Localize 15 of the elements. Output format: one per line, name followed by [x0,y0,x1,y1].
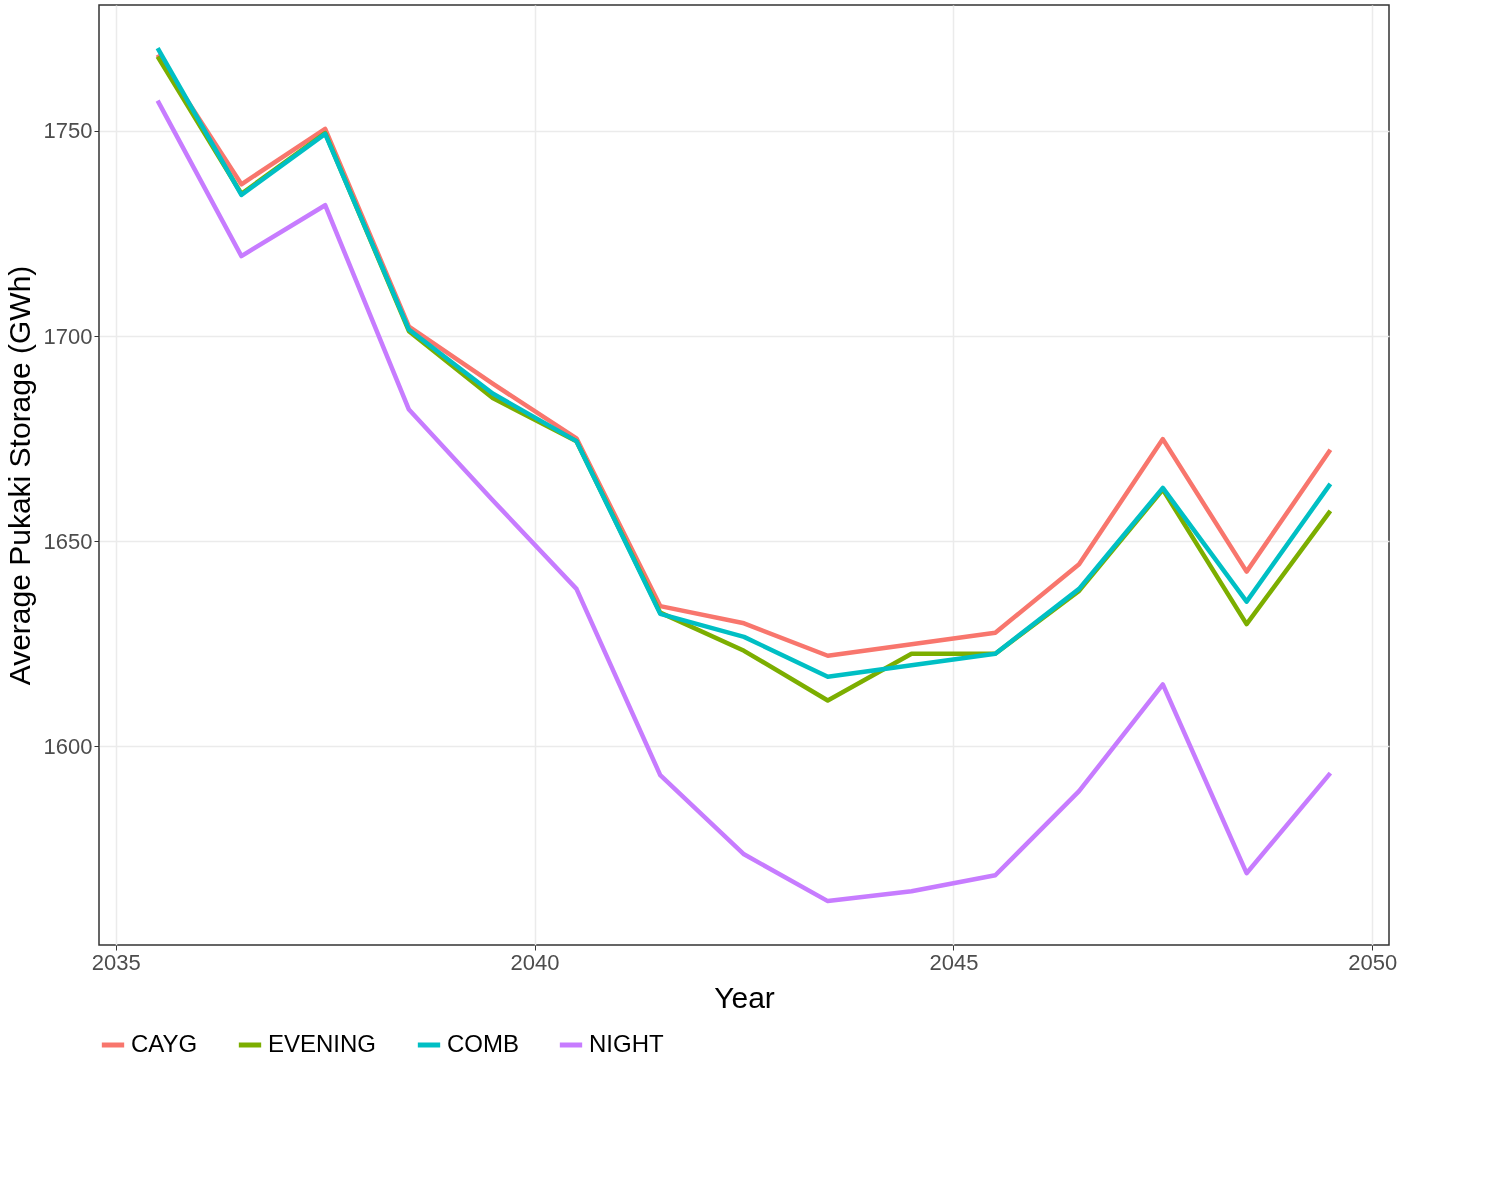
line-series [155,98,1333,904]
x-tick-label: 2050 [1348,949,1398,975]
x-tick-label: 2045 [929,949,979,975]
y-tick-label: 1650 [43,528,93,554]
x-tick-label: 2035 [91,949,141,975]
y-tick-label: 1600 [43,733,93,759]
legend-label: COMB [447,1030,519,1057]
legend-label: NIGHT [589,1030,664,1057]
y-tick-label: 1750 [43,118,93,144]
legend-label: CAYG [131,1030,198,1057]
y-axis-title: Average Pukaki Storage (GWh) [2,265,36,686]
legend-label: EVENING [268,1030,377,1057]
y-tick-label: 1700 [43,323,93,349]
x-axis-title: Year [714,980,775,1014]
x-tick-label: 2040 [510,949,560,975]
